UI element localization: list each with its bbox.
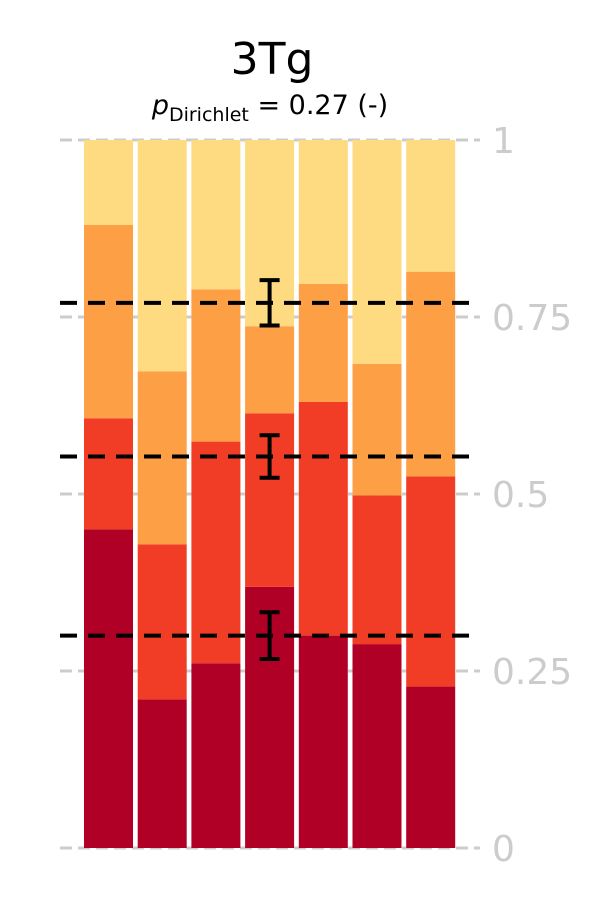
bar-segment: [406, 140, 456, 272]
chart-subtitle: pDirichlet = 0.27 (-): [151, 90, 388, 126]
bar-segment: [191, 140, 241, 290]
y-tick-label: 1: [492, 121, 515, 162]
bar-segment: [84, 224, 133, 419]
bar-segment: [191, 289, 241, 442]
bar-segment: [137, 544, 187, 700]
bar-segment: [191, 663, 241, 848]
bar-segment: [406, 271, 456, 477]
bar-segment: [191, 441, 241, 664]
bar-segment: [298, 140, 348, 284]
p-symbol: p: [151, 90, 169, 121]
y-tick-label: 0.5: [492, 475, 549, 516]
bar-segment: [137, 140, 187, 372]
bar-segment: [84, 529, 133, 848]
bar-segment: [352, 140, 402, 364]
bar-segment: [352, 495, 402, 645]
chart-title: 3Tg: [231, 34, 314, 85]
bar-segment: [84, 140, 133, 225]
bar-segment: [298, 635, 348, 848]
bar-segment: [406, 476, 456, 687]
p-value-text: = 0.27 (-): [249, 90, 388, 121]
bar-segment: [137, 699, 187, 848]
y-tick-label: 0.25: [492, 652, 572, 693]
y-tick-label: 0: [492, 829, 515, 870]
y-tick-labels: 0 0.25 0.5 0.75 1: [492, 121, 572, 870]
p-subscript: Dirichlet: [169, 104, 249, 126]
bar-segment: [84, 418, 133, 530]
bar-segment: [245, 326, 295, 414]
bar-segment: [352, 363, 402, 496]
y-tick-label: 0.75: [492, 298, 572, 339]
bar-segment: [298, 401, 348, 636]
bar-segment: [406, 686, 456, 848]
bar-segment: [352, 644, 402, 848]
bars: [84, 140, 456, 848]
error-bars: [259, 278, 280, 661]
